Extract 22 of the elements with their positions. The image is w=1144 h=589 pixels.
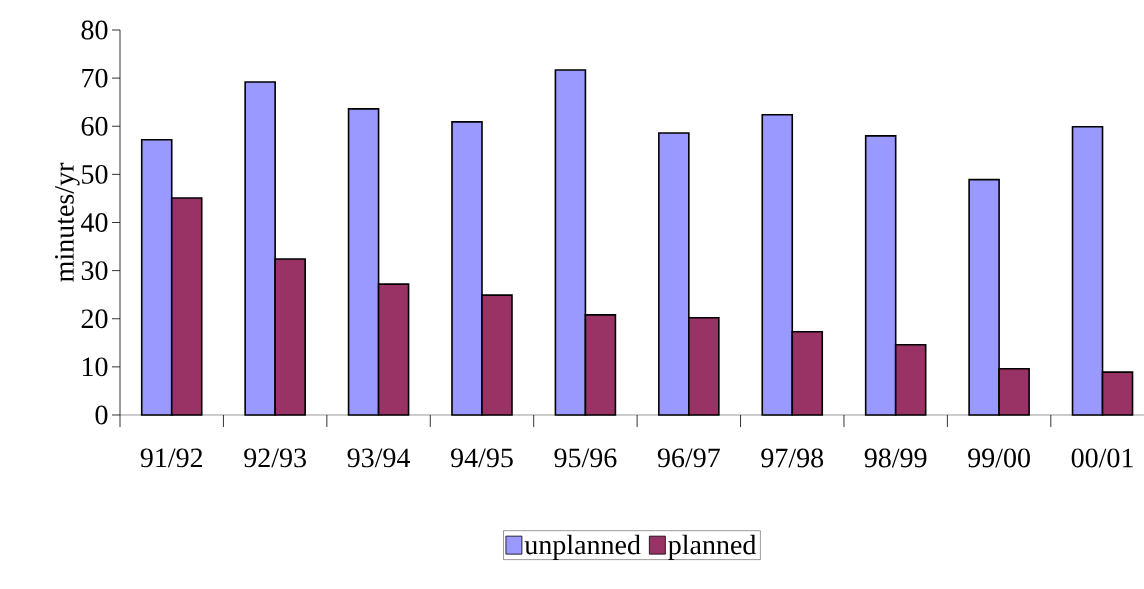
x-tick-label: 98/99 (864, 448, 927, 468)
x-tick-label: 97/98 (761, 448, 824, 468)
y-tick-label: 0 (95, 405, 108, 425)
x-tick-label: 91/92 (140, 448, 203, 468)
x-tick-label: 96/97 (657, 448, 720, 468)
y-tick-label: 20 (81, 309, 108, 329)
legend-label: planned (668, 534, 757, 561)
x-tick-label: 95/96 (554, 448, 617, 468)
legend-label: unplanned (524, 534, 641, 561)
x-tick-label: 99/00 (968, 448, 1030, 468)
y-tick-label: 80 (81, 20, 108, 40)
y-tick-label: 30 (81, 261, 108, 281)
x-tick-label: 94/95 (451, 448, 513, 468)
x-tick-label: 00/01 (1071, 448, 1133, 468)
y-tick-label: 40 (81, 213, 108, 232)
y-tick-label: 70 (82, 68, 108, 88)
x-tick-label: 92/93 (244, 448, 306, 468)
x-tick-label: 93/94 (347, 448, 411, 468)
y-tick-label: 50 (82, 164, 108, 184)
y-axis-title: minutes/yr (55, 162, 80, 282)
y-tick-label: 60 (81, 116, 108, 136)
y-tick-label: 10 (82, 357, 108, 377)
